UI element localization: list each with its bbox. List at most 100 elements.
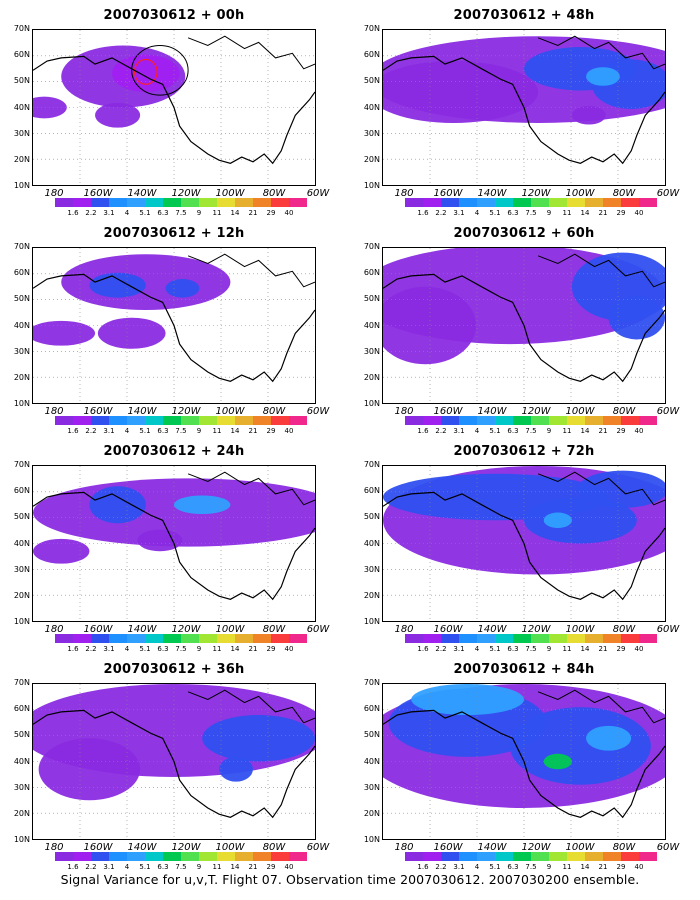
colorbar-swatch: [235, 634, 253, 643]
coastline: [537, 35, 665, 70]
lat-tick-label: 50N: [13, 294, 30, 304]
lat-tick-label: 60N: [363, 704, 380, 714]
lon-tick-label: 140W: [127, 624, 157, 635]
colorbar-label: 7.5: [175, 427, 187, 435]
colorbar-swatch: [477, 634, 495, 643]
map-svg: [33, 466, 315, 621]
colorbar-label: 6.3: [157, 645, 169, 653]
colorbar-label: 1.6: [67, 645, 79, 653]
colorbar-swatch: [289, 416, 307, 425]
colorbar-label: 21: [598, 863, 608, 871]
variance-contour: [33, 320, 96, 346]
lat-tick-label: 50N: [13, 512, 30, 522]
colorbar: [405, 852, 657, 861]
lat-tick-label: 50N: [363, 730, 380, 740]
lon-tick-label: 180: [394, 188, 414, 199]
lat-tick-label: 70N: [13, 242, 30, 251]
variance-contour: [383, 286, 477, 365]
map-svg: [33, 684, 315, 839]
panel-title: 2007030612 + 60h: [453, 226, 595, 241]
colorbar-label: 5.1: [489, 209, 501, 217]
coastline: [33, 273, 315, 383]
colorbar: [405, 416, 657, 425]
colorbar-label: 14: [580, 209, 590, 217]
colorbar-swatch: [531, 852, 549, 861]
colorbar-swatch: [495, 416, 513, 425]
colorbar-label: 14: [230, 427, 240, 435]
colorbar-label: 5.1: [489, 863, 501, 871]
panel-title: 2007030612 + 84h: [453, 662, 595, 677]
colorbar-label: 5.1: [139, 209, 151, 217]
colorbar-label: 5.1: [139, 863, 151, 871]
lat-tick-label: 30N: [363, 564, 380, 574]
colorbar-swatch: [441, 198, 459, 207]
colorbar-label: 11: [212, 209, 222, 217]
observation-ellipse: [131, 45, 189, 96]
colorbar-label: 21: [248, 645, 258, 653]
colorbar-swatch: [603, 852, 621, 861]
lat-tick-label: 40N: [13, 756, 30, 766]
colorbar-label: 11: [562, 427, 572, 435]
colorbar-swatch: [495, 198, 513, 207]
lat-tick-label: 40N: [363, 756, 380, 766]
colorbar-swatch: [235, 852, 253, 861]
lat-tick-label: 20N: [13, 590, 30, 600]
colorbar-swatch: [639, 198, 657, 207]
colorbar-label: 3.1: [103, 209, 115, 217]
lon-tick-label: 100W: [565, 842, 595, 853]
panel-title: 2007030612 + 72h: [453, 444, 595, 459]
colorbar-swatch: [567, 634, 585, 643]
colorbar-label: 2.2: [435, 427, 447, 435]
colorbar-swatch: [181, 634, 199, 643]
lat-tick-label: 50N: [13, 76, 30, 86]
map-panel: 2007030612 + 36h 70N 60N 50N 40N 30N 20N 10N 180…: [0, 654, 350, 879]
variance-contour: [89, 486, 146, 524]
colorbar-swatch: [109, 634, 127, 643]
colorbar-label: 2.2: [435, 645, 447, 653]
lat-tick-label: 20N: [13, 372, 30, 382]
colorbar-label: 7.5: [175, 863, 187, 871]
colorbar-swatch: [55, 852, 73, 861]
colorbar-label: 29: [266, 427, 276, 435]
colorbar-swatch: [181, 198, 199, 207]
colorbar-label: 9: [546, 645, 552, 653]
colorbar-swatch: [495, 852, 513, 861]
coastline: [537, 253, 665, 288]
colorbar-label: 14: [230, 209, 240, 217]
lon-tick-label: 80W: [612, 624, 636, 635]
lat-tick-label: 50N: [13, 730, 30, 740]
map-panel: 2007030612 + 48h 70N 60N 50N 40N 30N 20N 10N 180…: [350, 0, 700, 225]
variance-contour: [202, 715, 315, 762]
lat-tick-label: 40N: [13, 320, 30, 330]
map-panel: 2007030612 + 84h 70N 60N 50N 40N 30N 20N 10N 180…: [350, 654, 700, 879]
lon-tick-label: 80W: [612, 188, 636, 199]
lon-tick-label: 160W: [433, 842, 463, 853]
lon-tick-label: 100W: [565, 406, 595, 417]
coastline: [537, 689, 665, 724]
colorbar-label: 6.3: [507, 645, 519, 653]
colorbar-swatch: [253, 634, 271, 643]
lat-tick-label: 40N: [363, 538, 380, 548]
colorbar-swatch: [235, 416, 253, 425]
colorbar-label: 9: [546, 863, 552, 871]
colorbar-label: 7.5: [525, 427, 537, 435]
panel-title: 2007030612 + 36h: [103, 662, 245, 677]
colorbar-swatch: [163, 634, 181, 643]
colorbar-label: 1.6: [67, 209, 79, 217]
map-svg: [383, 248, 665, 403]
variance-contour: [111, 54, 180, 92]
colorbar-swatch: [405, 416, 423, 425]
colorbar-label: 2.2: [435, 209, 447, 217]
colorbar-swatch: [549, 852, 567, 861]
lon-tick-label: 120W: [521, 188, 551, 199]
lat-tick-label: 30N: [363, 782, 380, 792]
lon-tick-label: 140W: [477, 406, 507, 417]
colorbar-label: 4: [124, 645, 130, 653]
variance-contour: [165, 279, 200, 298]
colorbar-label: 7.5: [525, 645, 537, 653]
colorbar-swatch: [91, 198, 109, 207]
colorbar-swatch: [181, 416, 199, 425]
colorbar-swatch: [127, 852, 145, 861]
colorbar-label: 4: [474, 645, 480, 653]
flight-track: [133, 58, 158, 85]
